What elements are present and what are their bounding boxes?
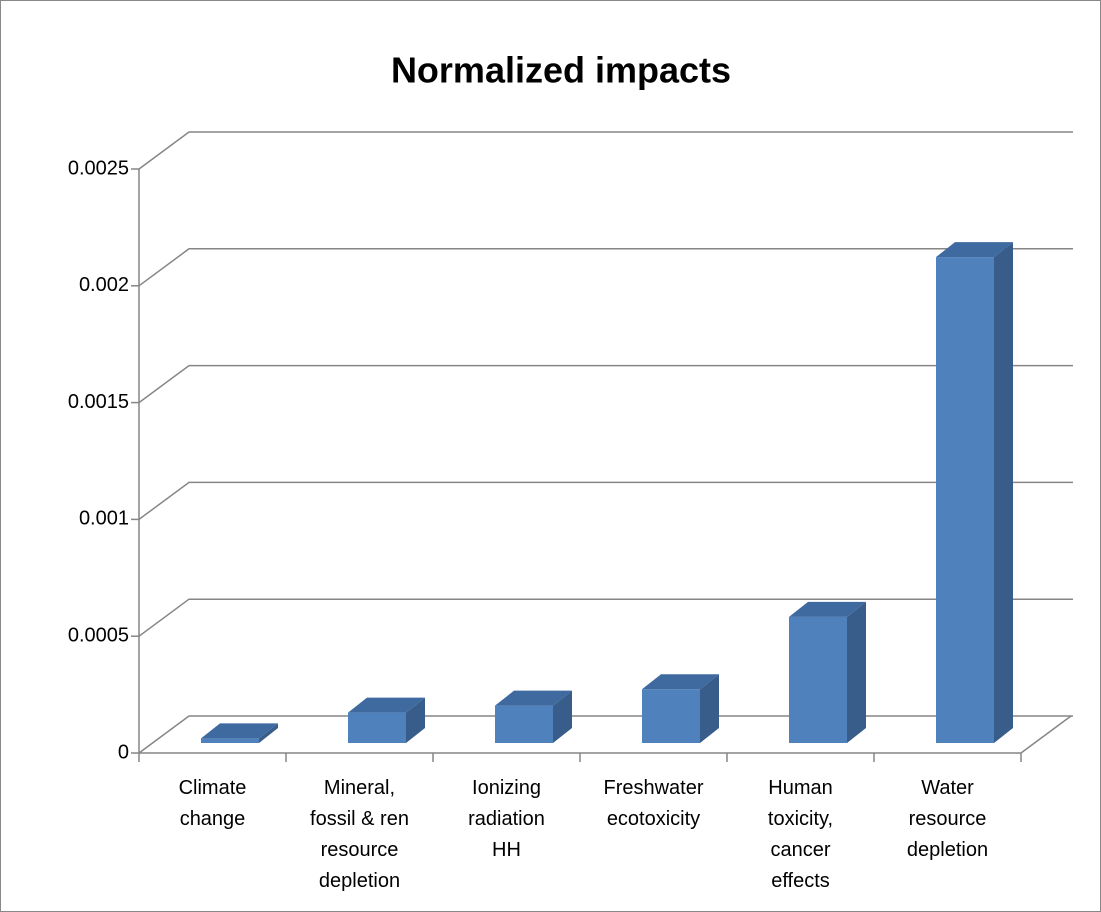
bar-top	[201, 723, 278, 739]
y-tick-label: 0.0025	[68, 157, 129, 179]
chart-title: Normalized impacts	[391, 50, 731, 91]
grid-line	[138, 364, 1073, 404]
x-tick-label: Water resource depletion	[906, 777, 989, 861]
bar	[495, 690, 572, 743]
bar-side	[700, 674, 719, 743]
x-tick-label: Ionizing radiation HH	[468, 777, 545, 861]
x-tick-label: Climate change	[178, 777, 247, 830]
x-tick-label: Mineral, fossil & ren resource depletion	[310, 777, 409, 892]
bar	[201, 723, 278, 743]
grid-line	[138, 715, 1073, 754]
grid-line	[138, 248, 1073, 287]
bar-top	[936, 242, 1013, 258]
bar-side	[994, 242, 1013, 743]
bar-top	[348, 697, 425, 713]
grid-line	[138, 598, 1073, 637]
bar-front	[789, 616, 847, 743]
bar	[642, 674, 719, 743]
bar-front	[348, 712, 406, 743]
bar-top	[789, 601, 866, 617]
y-tick-label: 0.002	[79, 274, 129, 296]
floor-edge	[1020, 715, 1072, 754]
bar-top	[642, 674, 719, 690]
bar	[936, 242, 1013, 743]
bar-side	[847, 601, 866, 743]
bar-front	[201, 738, 259, 743]
grid-line	[138, 481, 1073, 521]
bar	[789, 601, 866, 743]
bar-front	[642, 689, 700, 743]
bar-front	[936, 257, 994, 743]
bar-side	[406, 697, 425, 743]
y-tick-label: 0	[118, 741, 129, 763]
x-tick-label: Human toxicity, cancer effects	[767, 777, 834, 892]
y-tick-label: 0.0015	[68, 391, 129, 413]
grid-line	[138, 131, 1073, 170]
y-tick-label: 0.001	[79, 508, 129, 530]
bar-top	[495, 690, 572, 706]
bar	[348, 697, 425, 743]
bar-front	[495, 705, 553, 743]
bar-side	[259, 723, 278, 743]
y-tick-label: 0.0005	[68, 624, 129, 646]
x-tick-label: Freshwater ecotoxicity	[603, 777, 704, 830]
bar-side	[553, 690, 572, 743]
